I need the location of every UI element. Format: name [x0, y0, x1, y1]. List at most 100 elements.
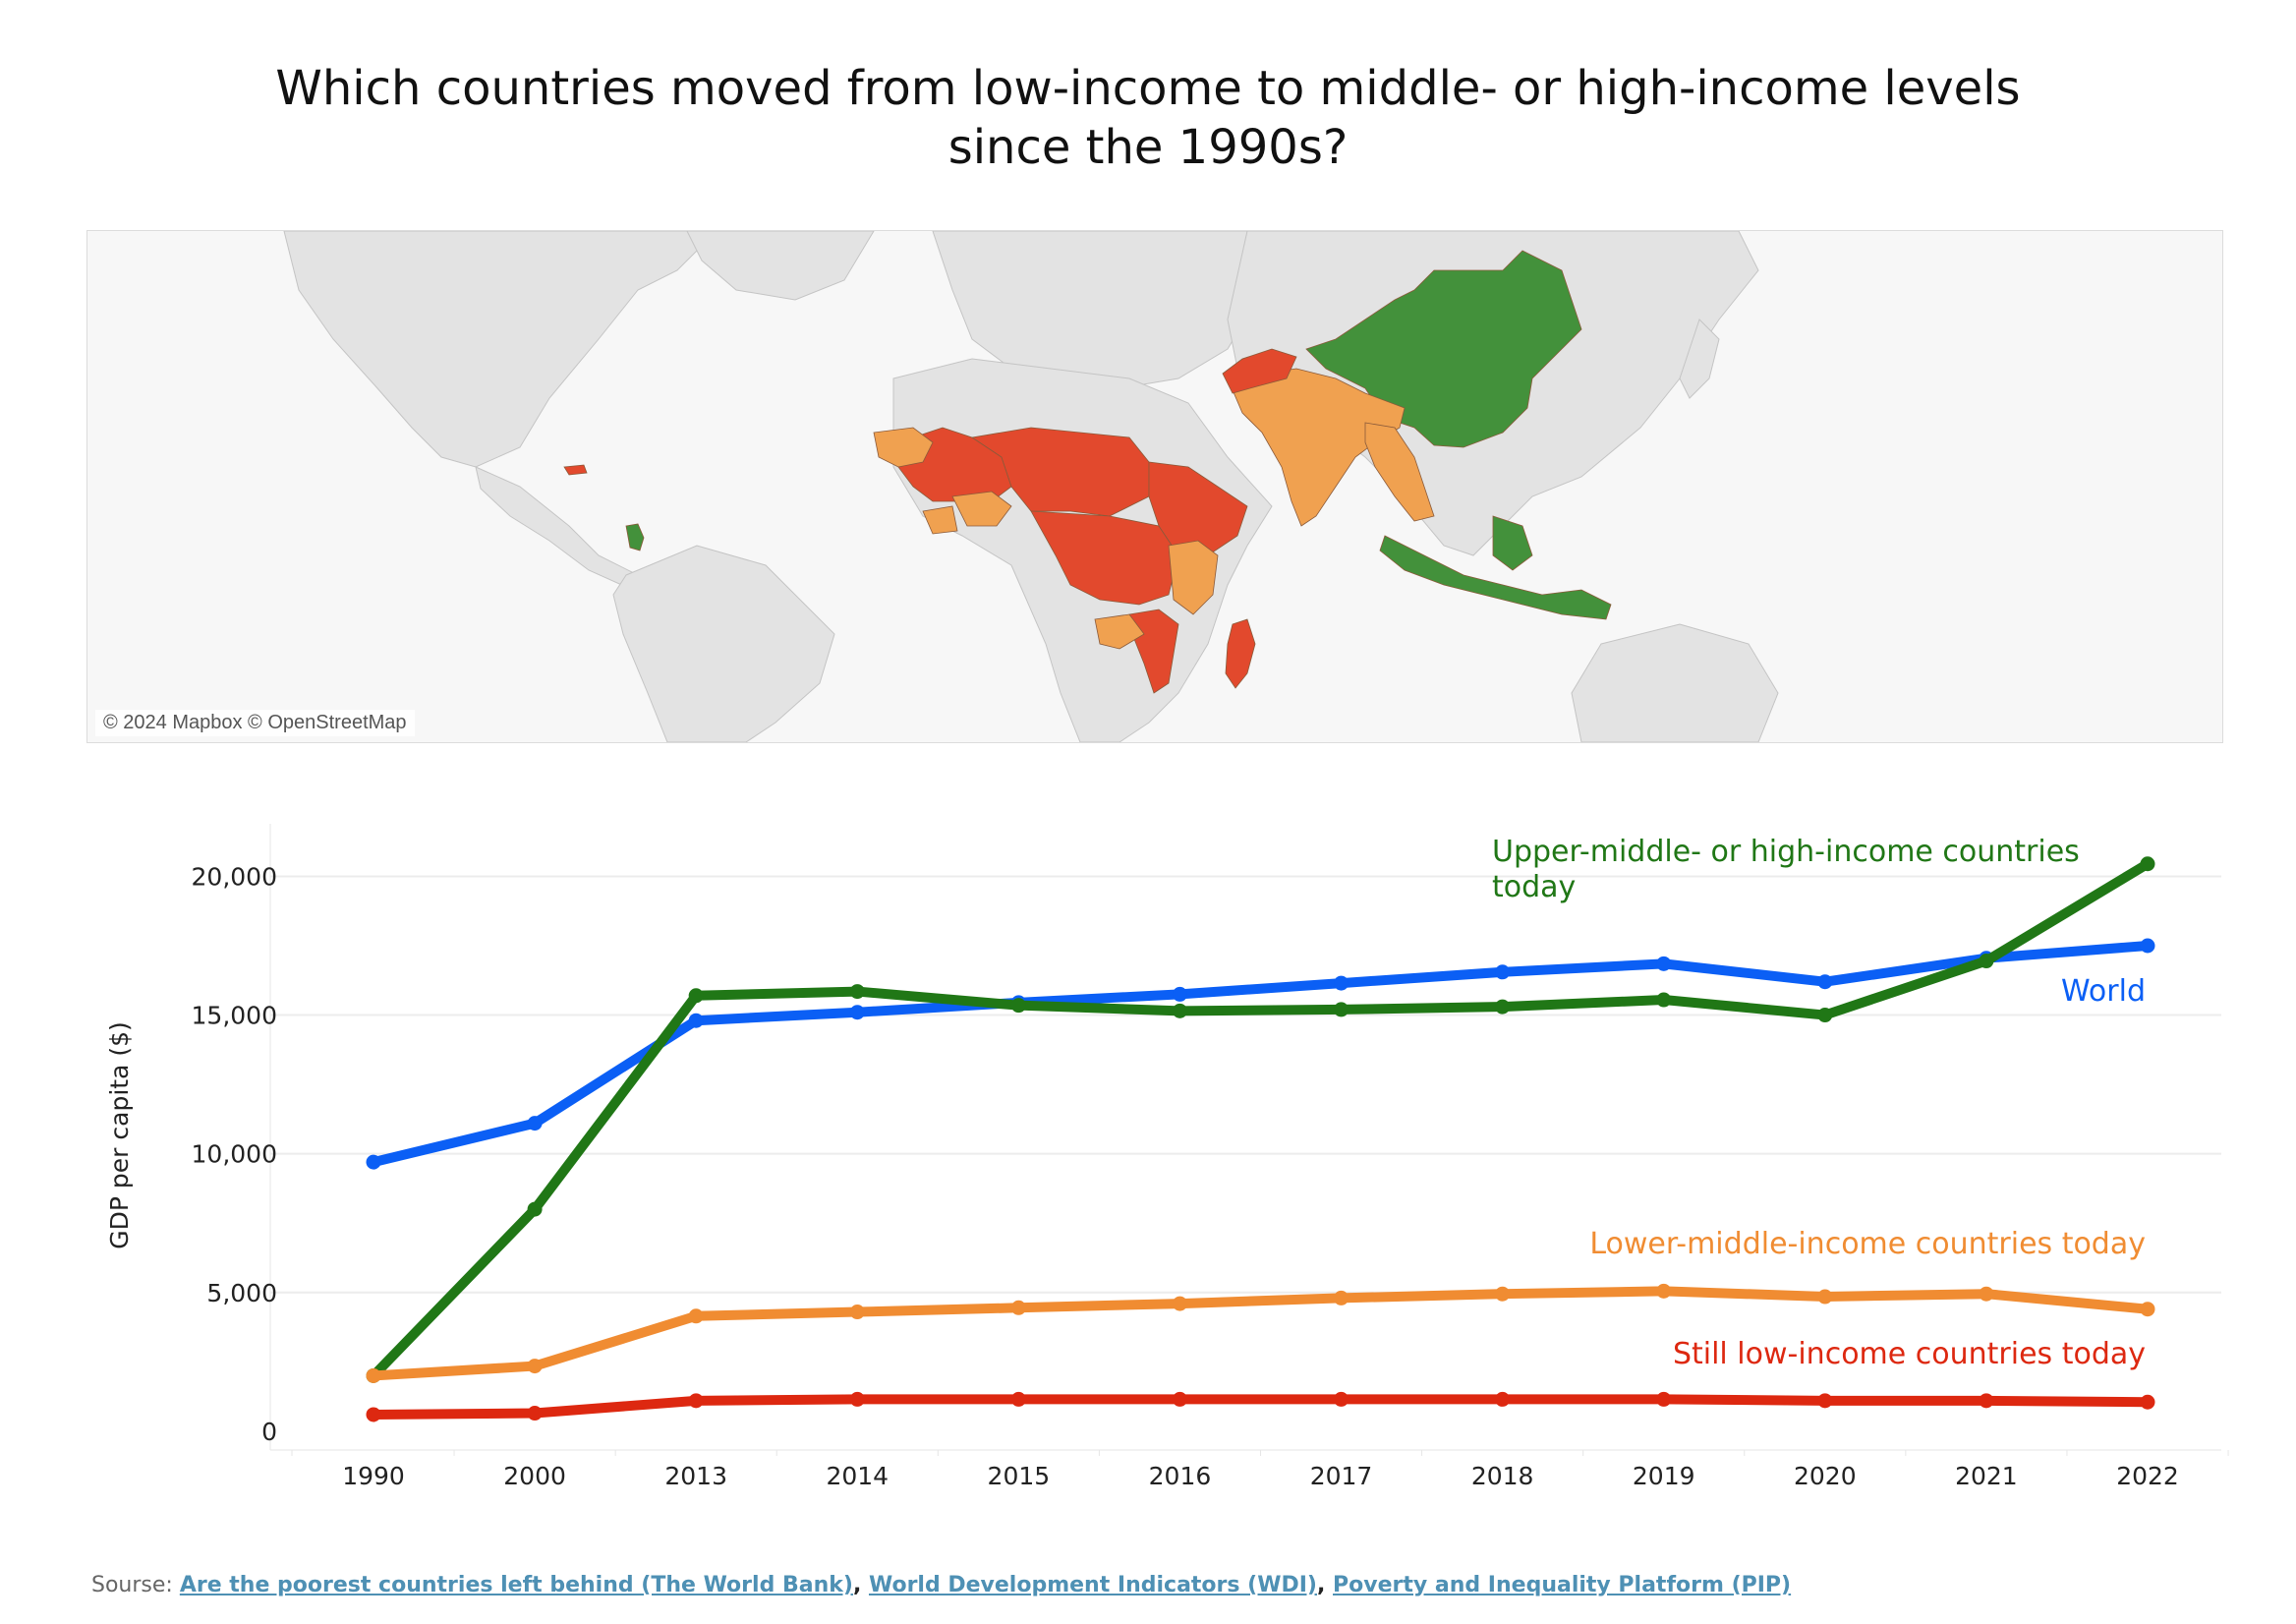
- x-tick-label: 2020: [1794, 1462, 1857, 1490]
- data-point: [1979, 954, 1994, 969]
- data-point: [1172, 1296, 1187, 1311]
- income-map[interactable]: © 2024 Mapbox © OpenStreetMap: [86, 230, 2223, 743]
- map-region-kenya-tanzania[interactable]: [1168, 540, 1219, 615]
- series-line: [369, 858, 2152, 1381]
- series-line: [369, 1286, 2152, 1381]
- data-point: [2140, 856, 2155, 872]
- title-line-2: since the 1990s?: [947, 120, 1349, 175]
- map-region-senegal-mauritania[interactable]: [873, 427, 934, 468]
- data-point: [366, 1367, 381, 1383]
- data-point: [1495, 1286, 1511, 1302]
- source-link-wdi[interactable]: World Development Indicators (WDI): [868, 1573, 1317, 1597]
- x-tick-label: 2014: [826, 1462, 889, 1490]
- data-point: [1172, 1003, 1187, 1018]
- x-tick-label: 2000: [503, 1462, 566, 1490]
- data-point: [1334, 1002, 1349, 1017]
- map-attribution: © 2024 Mapbox © OpenStreetMap: [95, 710, 415, 736]
- map-region-india[interactable]: [1227, 368, 1406, 527]
- data-point: [1334, 1290, 1349, 1305]
- data-point: [1172, 986, 1187, 1002]
- map-land-japan: [1679, 319, 1720, 399]
- data-point: [1495, 999, 1511, 1015]
- data-point: [366, 1407, 381, 1422]
- data-point: [849, 1005, 865, 1020]
- data-point: [2140, 1394, 2155, 1410]
- data-point: [1817, 1289, 1833, 1305]
- data-point: [366, 1154, 381, 1170]
- data-point: [1172, 1391, 1187, 1407]
- map-region-sahel[interactable]: [970, 427, 1150, 517]
- y-tick-label: 10,000: [192, 1140, 277, 1169]
- map-region-nigeria[interactable]: [951, 491, 1012, 527]
- data-point: [1656, 1391, 1672, 1407]
- map-region-philippines[interactable]: [1492, 515, 1533, 571]
- y-axis: 0 5,000 10,000 15,000 20,000: [192, 862, 277, 1445]
- title-line-1: Which countries moved from low-income to…: [275, 61, 2021, 116]
- map-land-north-america: [283, 231, 718, 468]
- map-region-southeast-asia-islands[interactable]: [1379, 535, 1612, 620]
- x-tick-label: 2022: [2116, 1462, 2179, 1490]
- data-point: [1334, 1391, 1349, 1407]
- data-point: [527, 1201, 543, 1217]
- y-tick-label: 15,000: [192, 1002, 277, 1030]
- source-link-pip[interactable]: Poverty and Inequality Platform (PIP): [1333, 1573, 1792, 1597]
- x-tick-label: 2015: [988, 1462, 1051, 1490]
- series-label: Lower-middle-income countries today: [1589, 1227, 2146, 1261]
- x-tick-label: 2021: [1955, 1462, 2018, 1490]
- data-point: [1817, 1008, 1833, 1023]
- series-labels: World Upper-middle- or high-income countr…: [1492, 835, 2146, 1371]
- data-point: [688, 1013, 704, 1028]
- data-point: [2140, 1302, 2155, 1317]
- y-tick-label: 0: [261, 1418, 277, 1446]
- x-tick-label: 2013: [664, 1462, 727, 1490]
- data-point: [688, 988, 704, 1004]
- source-prefix: Sourse:: [91, 1573, 180, 1597]
- map-region-madagascar[interactable]: [1225, 618, 1256, 689]
- map-region-myanmar-indochina[interactable]: [1364, 422, 1435, 522]
- map-region-central-africa[interactable]: [1030, 510, 1179, 606]
- series-label: today: [1492, 870, 1576, 904]
- series-line: [369, 1394, 2152, 1420]
- source-separator: ,: [852, 1573, 869, 1597]
- data-point: [688, 1393, 704, 1409]
- series-label: Still low-income countries today: [1673, 1337, 2146, 1371]
- gdp-line-chart: 0 5,000 10,000 15,000 20,000 1990 2000 2013 201…: [105, 824, 2229, 1490]
- data-point: [527, 1359, 543, 1374]
- data-point: [1495, 1391, 1511, 1407]
- data-point: [527, 1116, 543, 1131]
- series-label: Upper-middle- or high-income countries: [1492, 835, 2080, 869]
- map-region-guyana[interactable]: [625, 523, 645, 551]
- data-point: [2140, 938, 2155, 954]
- y-axis-title: GDP per capita ($): [105, 1021, 134, 1248]
- x-axis: 1990 2000 2013 2014 2015 2016 2017 2018 2019 2020…: [291, 1450, 2229, 1490]
- map-region-afghanistan[interactable]: [1222, 348, 1297, 394]
- data-point: [1010, 998, 1026, 1014]
- x-tick-label: 1990: [342, 1462, 405, 1490]
- series-line: [369, 941, 2152, 1168]
- source-line: Sourse: Are the poorest countries left b…: [91, 1573, 1791, 1597]
- series-lines: [366, 856, 2155, 1422]
- data-point: [527, 1406, 543, 1421]
- x-tick-label: 2016: [1149, 1462, 1212, 1490]
- data-point: [1656, 956, 1672, 971]
- data-point: [1334, 975, 1349, 991]
- data-point: [1979, 1286, 1994, 1302]
- map-canvas: [87, 231, 2222, 742]
- y-tick-label: 20,000: [192, 862, 277, 891]
- y-tick-label: 5,000: [206, 1279, 277, 1307]
- data-point: [1979, 1393, 1994, 1409]
- data-point: [849, 1305, 865, 1320]
- data-point: [688, 1308, 704, 1324]
- map-region-ghana-ivory-coast[interactable]: [922, 505, 958, 535]
- data-point: [1495, 964, 1511, 980]
- source-link-world-bank[interactable]: Are the poorest countries left behind (T…: [179, 1573, 853, 1597]
- map-region-east-africa[interactable]: [1148, 461, 1248, 556]
- chart-title: Which countries moved from low-income to…: [0, 59, 2296, 177]
- map-region-haiti[interactable]: [563, 464, 588, 476]
- data-point: [1656, 992, 1672, 1008]
- source-separator: ,: [1316, 1573, 1334, 1597]
- data-point: [1656, 1283, 1672, 1299]
- map-land-greenland: [686, 231, 875, 301]
- series-label: World: [2061, 974, 2146, 1009]
- map-region-zambia[interactable]: [1094, 613, 1145, 650]
